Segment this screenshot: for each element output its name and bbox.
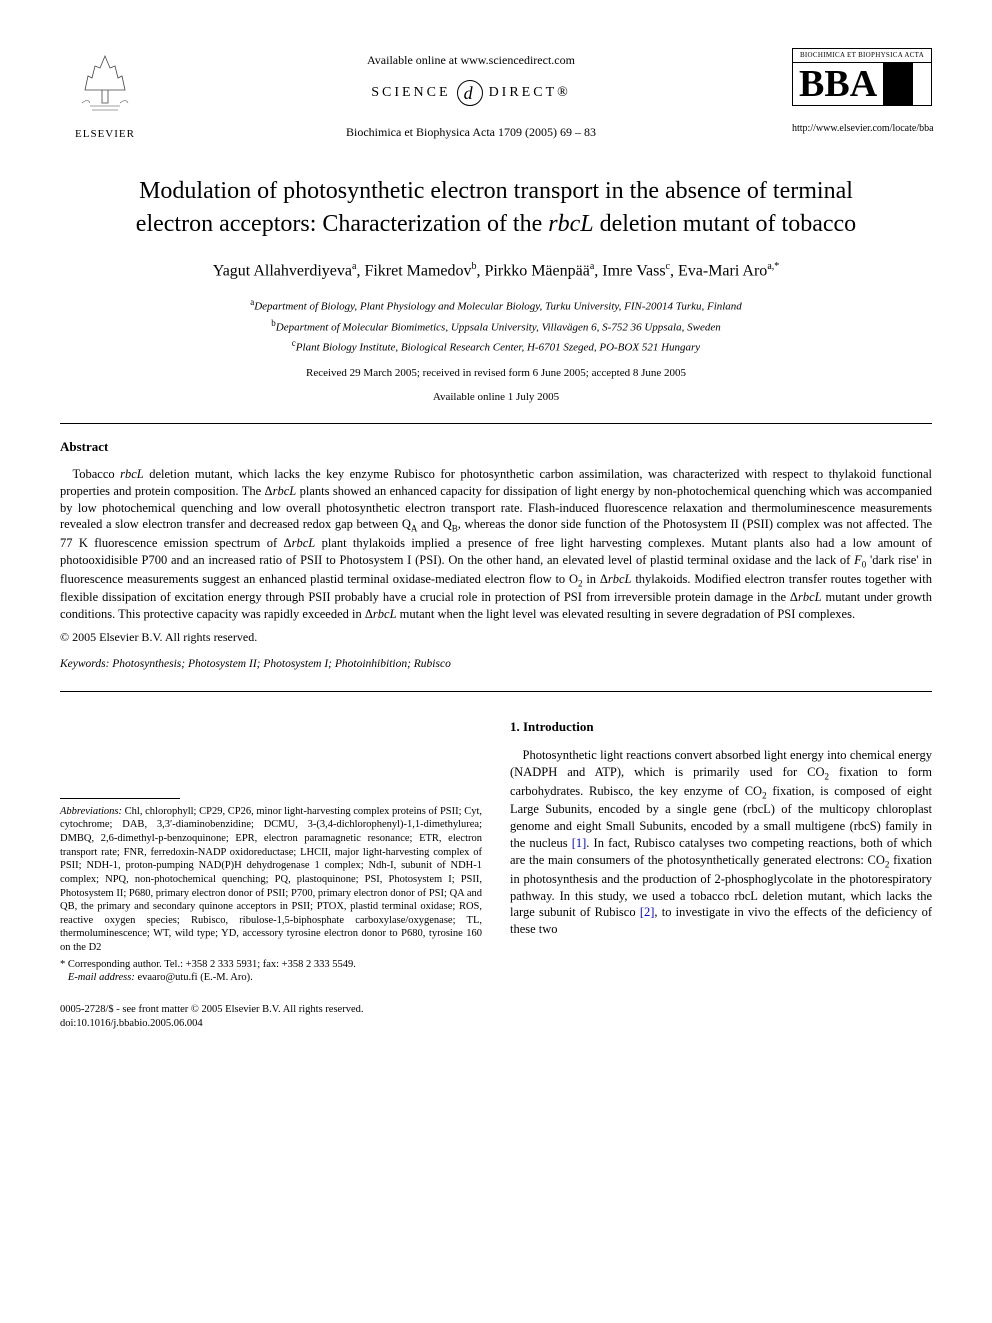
- affil-c-text: Plant Biology Institute, Biological Rese…: [296, 342, 700, 354]
- intro-paragraph-1: Photosynthetic light reactions convert a…: [510, 747, 932, 938]
- article-title: Modulation of photosynthetic electron tr…: [60, 175, 932, 240]
- right-column: 1. Introduction Photosynthetic light rea…: [510, 718, 932, 985]
- abs-t3: and Q: [417, 517, 451, 531]
- affil-a-text: Department of Biology, Plant Physiology …: [254, 301, 742, 313]
- sd-right: DIRECT®: [489, 84, 571, 103]
- intro-heading: 1. Introduction: [510, 718, 932, 736]
- abbreviations-footnote: Abbreviations: Chl, chlorophyll; CP29, C…: [60, 805, 482, 955]
- author-1: Yagut Allahverdiyeva: [213, 263, 352, 280]
- authors-line: Yagut Allahverdiyevaa, Fikret Mamedovb, …: [60, 260, 932, 282]
- author-4: Imre Vass: [602, 263, 665, 280]
- elsevier-tree-icon: [70, 48, 140, 118]
- title-line2-post: deletion mutant of tobacco: [594, 211, 857, 237]
- author-1-aff: a: [352, 261, 356, 272]
- abstract-body: Tobacco rbcL deletion mutant, which lack…: [60, 466, 932, 623]
- footnote-rule: [60, 798, 180, 799]
- title-line1: Modulation of photosynthetic electron tr…: [139, 178, 853, 204]
- email-label: E-mail address:: [68, 972, 135, 983]
- abstract-heading: Abstract: [60, 438, 932, 456]
- intro-ref1[interactable]: [1]: [572, 836, 587, 850]
- abs-t0: Tobacco: [73, 467, 121, 481]
- intro-i1: rbcL: [747, 802, 771, 816]
- intro-ref2[interactable]: [2]: [640, 905, 655, 919]
- author-3-aff: a: [590, 261, 594, 272]
- email-line: E-mail address: evaaro@utu.fi (E.-M. Aro…: [60, 971, 482, 985]
- abs-i6: rbcL: [798, 590, 822, 604]
- two-column-body: Abbreviations: Chl, chlorophyll; CP29, C…: [60, 718, 932, 985]
- abs-i1: rbcL: [120, 467, 144, 481]
- sd-left: SCIENCE: [371, 84, 450, 103]
- date-received: Received 29 March 2005; received in revi…: [60, 366, 932, 381]
- abbrev-label: Abbreviations:: [60, 806, 122, 817]
- affiliation-c: cPlant Biology Institute, Biological Res…: [60, 337, 932, 356]
- title-line2-ital: rbcL: [548, 211, 593, 237]
- abs-i5: rbcL: [608, 572, 632, 586]
- rule-above-abstract: [60, 423, 932, 424]
- author-5-aff: a,*: [767, 261, 779, 272]
- keywords-line: Keywords: Photosynthesis; Photosystem II…: [60, 657, 932, 673]
- abstract-copyright: © 2005 Elsevier B.V. All rights reserved…: [60, 629, 932, 645]
- abbrev-text: Chl, chlorophyll; CP29, CP26, minor ligh…: [60, 806, 482, 953]
- keywords-text: Photosynthesis; Photosystem II; Photosys…: [109, 658, 450, 670]
- author-2: Fikret Mamedov: [364, 263, 471, 280]
- bba-letters: BBA: [793, 63, 883, 105]
- intro-i2: rbcS: [854, 819, 877, 833]
- affil-b-text: Department of Molecular Biomimetics, Upp…: [276, 321, 721, 333]
- bba-logo-block: BIOCHIMICA ET BIOPHYSICA ACTA BBA http:/…: [792, 48, 932, 136]
- citation-line: Biochimica et Biophysica Acta 1709 (2005…: [150, 124, 792, 140]
- doi-line: doi:10.1016/j.bbabio.2005.06.004: [60, 1017, 932, 1031]
- email-value: evaaro@utu.fi (E.-M. Aro).: [135, 972, 253, 983]
- journal-header: ELSEVIER Available online at www.science…: [60, 48, 932, 141]
- bba-mid: BBA: [792, 62, 932, 106]
- abs-t7: in Δ: [583, 572, 608, 586]
- left-column: Abbreviations: Chl, chlorophyll; CP29, C…: [60, 718, 482, 985]
- abs-i7: rbcL: [373, 607, 397, 621]
- elsevier-logo-block: ELSEVIER: [60, 48, 150, 141]
- abs-i2: rbcL: [273, 484, 297, 498]
- keywords-label: Keywords:: [60, 658, 109, 670]
- sciencedirect-logo: SCIENCE d DIRECT®: [371, 80, 571, 106]
- bba-side-bar: [883, 63, 913, 105]
- sd-circle-icon: d: [457, 80, 483, 106]
- affiliation-a: aDepartment of Biology, Plant Physiology…: [60, 296, 932, 315]
- abs-t10: mutant when the light level was elevated…: [397, 607, 856, 621]
- header-center: Available online at www.sciencedirect.co…: [150, 48, 792, 140]
- affiliation-b: bDepartment of Molecular Biomimetics, Up…: [60, 317, 932, 336]
- page-footer: 0005-2728/$ - see front matter © 2005 El…: [60, 1003, 932, 1031]
- issn-line: 0005-2728/$ - see front matter © 2005 El…: [60, 1003, 932, 1017]
- intro-i3: rbcL: [734, 889, 757, 903]
- elsevier-label: ELSEVIER: [60, 127, 150, 142]
- author-5: Eva-Mari Aro: [678, 263, 767, 280]
- bba-top-text: BIOCHIMICA ET BIOPHYSICA ACTA: [792, 48, 932, 62]
- corresponding-author: * Corresponding author. Tel.: +358 2 333…: [60, 958, 482, 972]
- abs-i4: F: [854, 553, 862, 567]
- author-2-aff: b: [472, 261, 477, 272]
- title-line2-pre: electron acceptors: Characterization of …: [136, 211, 548, 237]
- abs-i3: rbcL: [292, 536, 316, 550]
- available-online-text: Available online at www.sciencedirect.co…: [150, 52, 792, 68]
- author-3: Pirkko Mäenpää: [485, 263, 590, 280]
- rule-below-keywords: [60, 691, 932, 692]
- bba-url: http://www.elsevier.com/locate/bba: [792, 122, 932, 136]
- date-online: Available online 1 July 2005: [60, 390, 932, 405]
- author-4-aff: c: [666, 261, 670, 272]
